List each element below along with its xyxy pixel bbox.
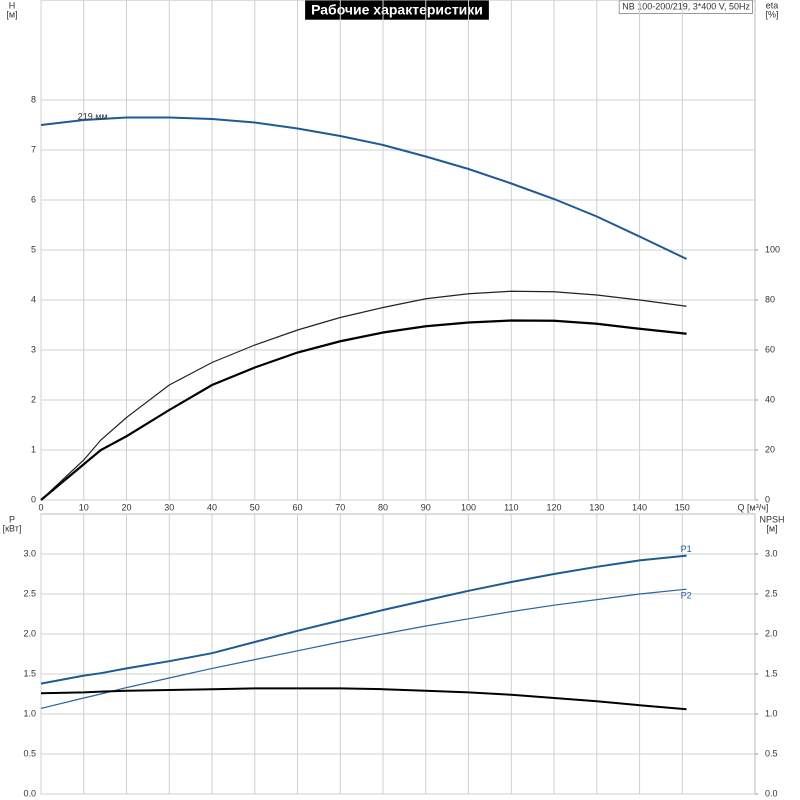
y-tick-label: 1.0	[23, 708, 36, 718]
y-tick-label: 0.5	[23, 748, 36, 758]
y-axis-unit: [кВт]	[3, 523, 22, 533]
x-axis-label: Q [м³/ч]	[738, 502, 769, 512]
y-tick-label: 0.0	[23, 788, 36, 798]
y-tick-label: 2.5	[23, 588, 36, 598]
x-tick-label: 0	[38, 502, 43, 512]
x-tick-label: 30	[164, 502, 174, 512]
series-label: P1	[681, 544, 692, 554]
y-tick-label: 2	[31, 394, 36, 404]
series-line	[40, 588, 687, 709]
series-line	[40, 319, 687, 501]
x-tick-label: 50	[250, 502, 260, 512]
x-tick-label: 100	[461, 502, 476, 512]
x-tick-label: 120	[547, 502, 562, 512]
y2-axis-label: NPSH	[759, 514, 784, 524]
y2-tick-label: 80	[765, 294, 775, 304]
y-tick-label: 1.5	[23, 668, 36, 678]
y2-tick-label: 60	[765, 344, 775, 354]
y2-tick-label: 2.5	[765, 588, 778, 598]
y-tick-label: 3.0	[23, 548, 36, 558]
y2-tick-label: 0	[765, 494, 770, 504]
series-line	[40, 116, 688, 260]
x-tick-label: 60	[293, 502, 303, 512]
subtitle: NB 100-200/219, 3*400 V, 50Hz	[622, 1, 750, 11]
y2-axis-unit: [%]	[765, 9, 778, 19]
y-axis-label: P	[9, 514, 15, 524]
x-tick-label: 150	[675, 502, 690, 512]
series-line	[40, 554, 687, 685]
series-label: 219 мм	[78, 111, 108, 121]
x-tick-label: 70	[335, 502, 345, 512]
x-tick-label: 90	[421, 502, 431, 512]
y-tick-label: 5	[31, 244, 36, 254]
x-tick-label: 10	[79, 502, 89, 512]
y-tick-label: 6	[31, 194, 36, 204]
title-background	[305, 0, 489, 20]
y2-tick-label: 1.0	[765, 708, 778, 718]
y-tick-label: 3	[31, 344, 36, 354]
y-tick-label: 1	[31, 444, 36, 454]
y2-axis-unit: [м]	[766, 523, 777, 533]
series-line	[40, 687, 687, 711]
y-tick-label: 0	[31, 494, 36, 504]
y2-tick-label: 20	[765, 444, 775, 454]
x-tick-label: 140	[632, 502, 647, 512]
y2-axis-label: eta	[766, 0, 779, 10]
y-tick-label: 7	[31, 144, 36, 154]
y2-tick-label: 0.0	[765, 788, 778, 798]
x-tick-label: 130	[589, 502, 604, 512]
series-line	[40, 290, 687, 501]
y-axis-unit: [м]	[6, 9, 17, 19]
y-tick-label: 4	[31, 294, 36, 304]
y2-tick-label: 0.5	[765, 748, 778, 758]
y2-tick-label: 40	[765, 394, 775, 404]
y2-tick-label: 2.0	[765, 628, 778, 638]
y-tick-label: 8	[31, 94, 36, 104]
y-tick-label: 2.0	[23, 628, 36, 638]
y-axis-label: H	[9, 0, 16, 10]
series-label: P2	[681, 591, 692, 601]
y2-tick-label: 3.0	[765, 548, 778, 558]
x-tick-label: 20	[122, 502, 132, 512]
y2-tick-label: 1.5	[765, 668, 778, 678]
x-tick-label: 110	[504, 502, 518, 512]
chart-title: Рабочие характеристики	[311, 2, 483, 18]
x-tick-label: 40	[207, 502, 217, 512]
x-tick-label: 80	[378, 502, 388, 512]
y2-tick-label: 100	[765, 244, 780, 254]
